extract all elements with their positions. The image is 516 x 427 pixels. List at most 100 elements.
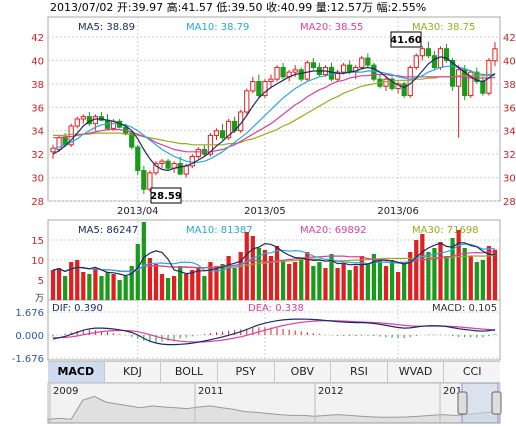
- tab-obv[interactable]: OBV: [275, 362, 332, 382]
- vol-tick: 5: [38, 276, 44, 287]
- macd-legend-macd: MACD: 0.105: [432, 303, 497, 314]
- header-low-label: 低:: [216, 1, 231, 14]
- ma10-line: [52, 65, 496, 163]
- volume-bar: [311, 266, 316, 300]
- volume-bar: [226, 256, 231, 300]
- price-tick-left: 32: [31, 150, 44, 161]
- volume-bar: [408, 252, 413, 300]
- candle: [371, 64, 377, 80]
- volume-bar: [190, 270, 195, 300]
- candle: [431, 55, 438, 68]
- navigator-trend: [47, 395, 501, 424]
- price-tick-left: 36: [31, 103, 44, 114]
- tab-kdj[interactable]: KDJ: [105, 362, 162, 382]
- volume-bar: [365, 264, 370, 300]
- price-tick-left: 34: [31, 127, 44, 138]
- macd-tick: -1.676: [12, 354, 44, 365]
- volume-bar: [329, 254, 334, 300]
- price-tick-right: 28: [503, 197, 516, 208]
- candle: [304, 62, 310, 80]
- volume-bar: [420, 234, 425, 300]
- dif-line: [52, 318, 496, 346]
- volume-bar: [492, 249, 498, 300]
- volume-bar: [317, 262, 322, 300]
- volume-bar: [293, 262, 298, 300]
- candle: [135, 146, 141, 172]
- low-marker-label: 28.59: [150, 191, 182, 202]
- header-open: 39.97: [132, 1, 164, 14]
- volume-bar: [274, 246, 280, 300]
- volume-bar: [353, 266, 358, 300]
- candle: [250, 81, 256, 92]
- candle: [413, 55, 419, 68]
- volume-bar: [486, 246, 492, 300]
- volume-bar: [480, 260, 485, 300]
- tab-cci[interactable]: CCI: [462, 365, 482, 378]
- candle: [468, 71, 474, 97]
- volume-bar: [450, 238, 455, 300]
- volume-bar: [232, 268, 237, 300]
- date-tick-label: 2013/06: [377, 206, 419, 217]
- vol-unit: 万: [35, 294, 44, 304]
- volume-bar: [196, 268, 201, 300]
- vol-legend-ma20: MA20: 69892: [300, 225, 367, 236]
- volume-bar: [383, 266, 389, 300]
- candle: [383, 78, 389, 87]
- navigator-handle-right[interactable]: [491, 391, 502, 415]
- tab-psy[interactable]: PSY: [218, 362, 275, 382]
- volume-bar: [268, 256, 274, 300]
- volume-bar: [438, 242, 443, 300]
- candle: [401, 83, 407, 97]
- candle: [68, 125, 74, 146]
- legend-ma30: MA30: 38.75: [412, 22, 475, 33]
- volume-bar: [323, 268, 328, 300]
- tab-rsi[interactable]: RSI: [331, 362, 388, 382]
- price-tick-right: 32: [503, 150, 516, 161]
- volume-bar: [262, 250, 268, 300]
- volume-bar: [341, 264, 346, 300]
- candle: [480, 81, 486, 94]
- volume-bar: [159, 274, 165, 300]
- volume-bar: [56, 268, 62, 300]
- volume-bar: [389, 260, 395, 300]
- candle: [177, 163, 183, 175]
- navigator-handle-left[interactable]: [457, 391, 468, 415]
- volume-bar: [135, 244, 140, 300]
- volume-bar: [335, 268, 340, 300]
- tab-wvad[interactable]: WVAD: [388, 362, 445, 382]
- legend-ma20: MA20: 38.55: [300, 22, 363, 33]
- tab-macd[interactable]: MACD: [48, 362, 105, 382]
- volume-bar: [141, 222, 146, 300]
- price-tick-right: 40: [503, 56, 516, 67]
- volume-bar: [178, 266, 183, 300]
- candle: [147, 172, 153, 190]
- candle: [292, 69, 298, 73]
- candle: [328, 66, 335, 80]
- candle: [159, 160, 165, 165]
- navigator-year-label: 2011: [198, 386, 223, 397]
- volume-bar: [184, 274, 189, 300]
- volume-bar: [123, 276, 128, 300]
- candle: [183, 165, 189, 175]
- macd-legend-dif: DIF: 0.390: [52, 303, 103, 314]
- header-close: 40.99: [281, 1, 313, 14]
- candle: [419, 48, 425, 57]
- tab-boll[interactable]: BOLL: [161, 362, 218, 382]
- volume-bar: [214, 266, 219, 300]
- ma30-line: [53, 74, 496, 146]
- candle: [74, 118, 80, 127]
- volume-bar: [371, 254, 377, 300]
- candle: [50, 147, 56, 153]
- volume-bar: [347, 270, 352, 300]
- candle: [274, 66, 280, 80]
- candle: [165, 160, 171, 169]
- high-marker: 41.60: [390, 31, 422, 48]
- volume-bar: [165, 278, 171, 300]
- volume-bar: [63, 276, 68, 300]
- volume-bar: [456, 230, 461, 300]
- volume-bar: [129, 266, 134, 300]
- candle: [456, 69, 462, 87]
- price-tick-left: 40: [31, 56, 44, 67]
- volume-bar: [75, 260, 80, 300]
- ma20-line: [53, 73, 496, 153]
